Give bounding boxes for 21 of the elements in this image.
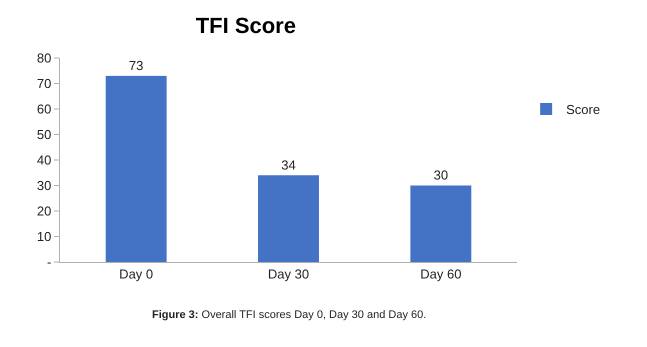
y-tick-label: 60	[36, 102, 52, 117]
y-tick-label: 40	[36, 152, 52, 168]
chart-title: TFI Score	[196, 12, 296, 38]
y-tick-label: 10	[36, 229, 52, 244]
y-tick-label: 80	[36, 50, 52, 66]
x-tick-label: Day 30	[268, 266, 310, 282]
legend-label: Score	[566, 102, 600, 118]
x-tick-label: Day 60	[420, 266, 462, 282]
bar	[410, 186, 472, 262]
y-tick-label: 50	[36, 127, 52, 142]
data-label: 34	[281, 157, 296, 172]
data-label: 30	[434, 168, 448, 182]
y-tick-label: 70	[36, 76, 52, 92]
caption: Figure 3: Overall TFI scores Day 0, Day 30 and Day 60.	[152, 309, 426, 321]
data-label: 73	[128, 58, 144, 73]
bar	[106, 76, 167, 262]
y-tick-label: -	[47, 254, 52, 270]
y-tick-label: 30	[36, 178, 52, 194]
y-tick-label: 20	[36, 204, 52, 219]
bar	[258, 175, 319, 262]
x-tick-label: Day 0	[119, 266, 154, 282]
